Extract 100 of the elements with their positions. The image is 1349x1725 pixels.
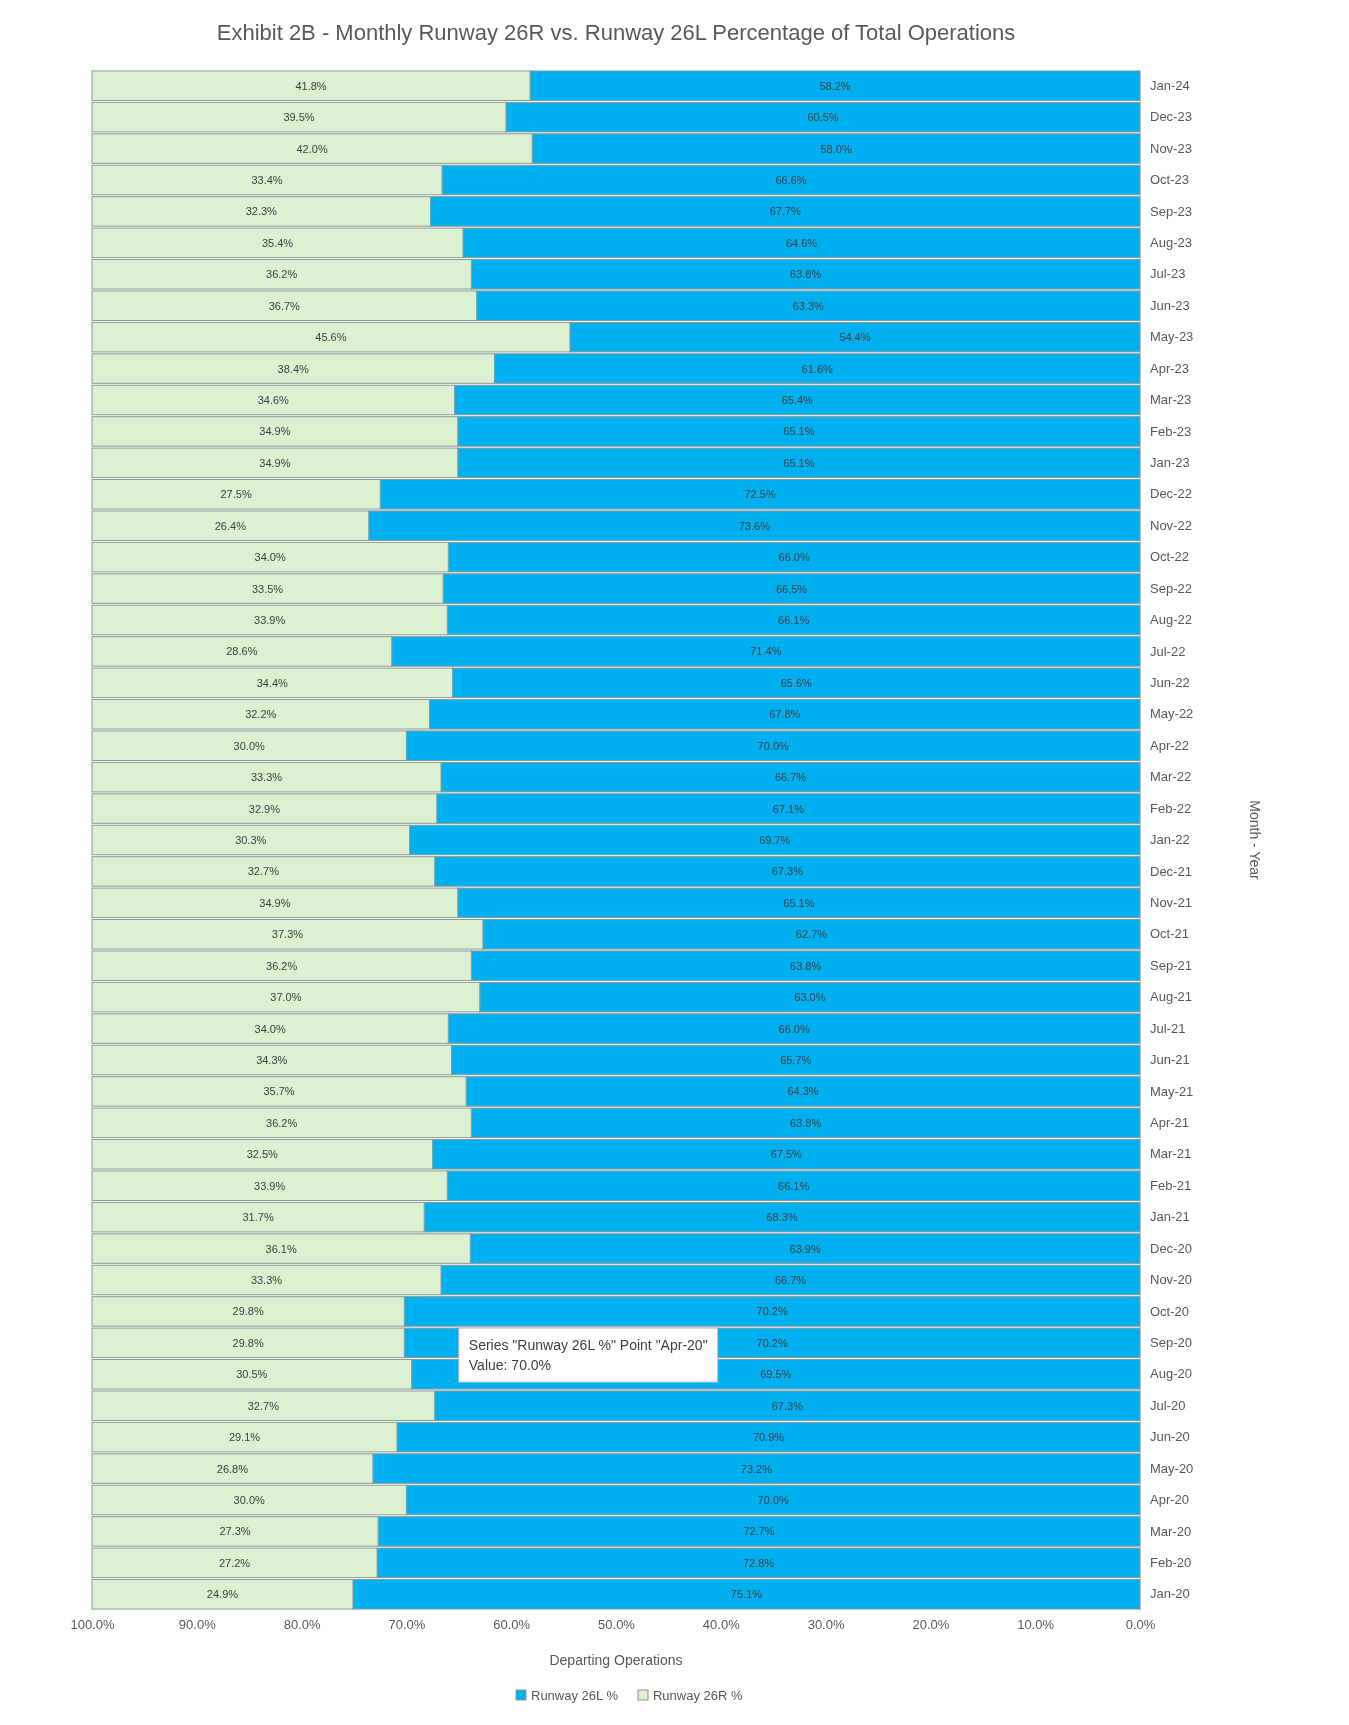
data-label: 34.4%: [256, 676, 289, 689]
data-label: 30.3%: [235, 834, 267, 846]
y-tick-label: Jan-20: [1150, 1586, 1190, 1602]
data-label: 34.0%: [254, 1022, 286, 1035]
y-tick-label: Dec-22: [1150, 486, 1192, 502]
y-tick-label: Dec-21: [1150, 863, 1192, 879]
data-label: 67.3%: [771, 1399, 804, 1412]
data-label: 63.0%: [794, 991, 826, 1004]
data-label: 28.6%: [226, 645, 258, 658]
x-tick-label: 70.0%: [388, 1617, 426, 1633]
data-label: 38.4%: [277, 362, 310, 375]
y-tick-label: Sep-23: [1150, 203, 1192, 219]
data-label: 36.2%: [266, 1116, 298, 1129]
data-label: 34.9%: [259, 425, 291, 438]
data-label: 66.7%: [774, 771, 807, 784]
data-label: 39.5%: [283, 111, 315, 124]
data-label: 33.9%: [254, 614, 286, 626]
data-label: 66.6%: [775, 174, 807, 186]
data-label: 72.5%: [744, 488, 776, 501]
data-label: 32.7%: [247, 865, 280, 878]
y-tick-label: Mar-22: [1150, 769, 1192, 785]
data-label: 35.4%: [261, 236, 294, 249]
data-label: 66.0%: [778, 551, 810, 564]
y-tick-label: Sep-22: [1150, 580, 1192, 596]
y-tick-label: Aug-23: [1150, 235, 1192, 251]
data-label: 34.3%: [256, 1054, 288, 1066]
data-label: 41.8%: [295, 79, 327, 92]
data-label: 70.2%: [756, 1336, 788, 1349]
y-tick-label: Mar-21: [1150, 1146, 1192, 1162]
data-label: 67.3%: [771, 865, 804, 878]
data-label: 72.8%: [742, 1556, 775, 1569]
data-label: 32.2%: [245, 708, 277, 721]
y-tick-label: Dec-23: [1150, 109, 1192, 125]
data-label: 66.1%: [778, 614, 810, 626]
y-tick-label: Jun-23: [1150, 297, 1190, 313]
data-label: 45.6%: [315, 331, 347, 344]
y-tick-label: Aug-22: [1150, 612, 1192, 628]
y-tick-label: Jun-20: [1150, 1429, 1190, 1445]
data-label: 37.3%: [271, 928, 304, 941]
data-label: 67.5%: [770, 1148, 803, 1161]
data-label: 64.3%: [787, 1085, 819, 1098]
y-tick-label: Aug-21: [1150, 989, 1192, 1005]
data-label: 30.5%: [236, 1368, 268, 1381]
y-tick-label: Jan-24: [1150, 77, 1190, 93]
data-label: 24.9%: [206, 1588, 239, 1601]
data-label: 36.2%: [266, 959, 298, 972]
y-tick-label: Mar-23: [1150, 392, 1192, 408]
data-label: 73.6%: [738, 519, 771, 532]
data-label: 64.6%: [785, 236, 818, 249]
y-tick-label: Oct-20: [1150, 1303, 1190, 1319]
data-label: 67.7%: [769, 205, 802, 218]
y-tick-label: Apr-21: [1150, 1115, 1190, 1131]
y-tick-label: Aug-20: [1150, 1366, 1192, 1382]
data-label: 67.8%: [769, 708, 801, 721]
data-label: 58.2%: [819, 79, 851, 92]
x-tick-label: 50.0%: [598, 1617, 636, 1633]
y-tick-label: Sep-20: [1150, 1335, 1192, 1351]
y-tick-label: Oct-21: [1150, 926, 1190, 942]
data-label: 36.1%: [265, 1242, 297, 1255]
data-label: 67.1%: [772, 802, 805, 815]
x-tick-label: 10.0%: [1017, 1617, 1055, 1633]
data-label: 34.0%: [254, 551, 286, 564]
y-tick-label: Feb-23: [1150, 423, 1192, 439]
x-tick-label: 40.0%: [702, 1617, 741, 1633]
y-tick-label: Jan-21: [1150, 1209, 1190, 1225]
data-label: 32.9%: [248, 802, 281, 815]
data-label: 33.9%: [254, 1179, 286, 1192]
y-tick-label: Jul-20: [1150, 1397, 1186, 1413]
y-tick-label: Jan-22: [1150, 832, 1190, 848]
data-label: 66.1%: [778, 1179, 810, 1192]
data-label: 66.0%: [778, 1022, 810, 1035]
y-tick-label: Oct-23: [1150, 172, 1190, 188]
data-label: 65.1%: [783, 425, 815, 438]
y-tick-label: Sep-21: [1150, 957, 1192, 973]
y-tick-label: Jun-22: [1150, 675, 1190, 691]
y-tick-label: Dec-20: [1150, 1240, 1192, 1256]
data-label: 69.5%: [760, 1368, 792, 1381]
data-label: 42.0%: [296, 142, 328, 155]
data-label: 70.9%: [752, 1431, 785, 1444]
data-label: 69.7%: [759, 834, 791, 846]
y-tick-label: Mar-20: [1150, 1523, 1192, 1539]
data-label: 34.9%: [259, 896, 291, 909]
data-label: 63.3%: [792, 299, 825, 312]
data-label: 36.7%: [268, 299, 301, 312]
y-axis-title: Month - Year: [1247, 800, 1263, 881]
y-tick-label: May-21: [1150, 1083, 1194, 1099]
data-label: 58.0%: [820, 142, 852, 155]
data-label: 33.3%: [250, 771, 283, 784]
data-label: 66.5%: [775, 582, 808, 595]
data-label: 73.2%: [740, 1462, 773, 1475]
data-label: 26.4%: [214, 519, 247, 532]
data-label: 33.4%: [251, 174, 283, 186]
data-label: 70.0%: [757, 1494, 790, 1506]
data-label: 63.8%: [790, 1116, 822, 1129]
data-label: 72.7%: [743, 1525, 775, 1538]
y-tick-label: May-20: [1150, 1460, 1194, 1476]
data-label: 27.2%: [218, 1556, 251, 1569]
y-tick-label: Apr-22: [1150, 737, 1190, 753]
data-label: 37.0%: [270, 991, 302, 1004]
data-label: 34.6%: [257, 394, 290, 406]
